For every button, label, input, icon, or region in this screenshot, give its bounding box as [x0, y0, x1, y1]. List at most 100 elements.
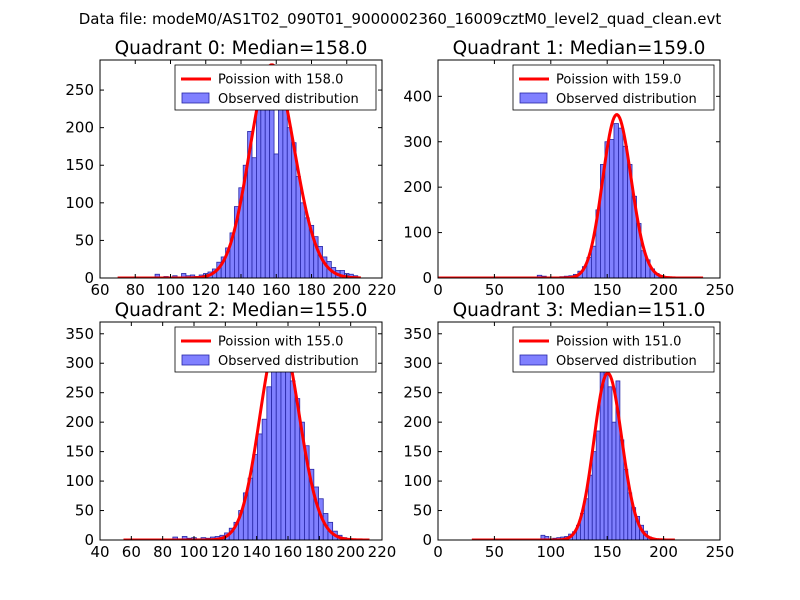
y-tick-label: 250: [65, 384, 94, 402]
histogram-bar: [300, 202, 306, 278]
legend-hist-label: Observed distribution: [556, 92, 697, 107]
legend: Poission with 151.0 Observed distribution: [512, 326, 715, 373]
histogram-bar: [289, 380, 296, 540]
y-tick-label: 150: [403, 443, 432, 461]
x-tick-label: 60: [90, 281, 109, 299]
y-tick-label: 350: [403, 325, 432, 343]
legend-curve-label: Poission with 159.0: [556, 73, 681, 88]
x-tick-label: 160: [274, 543, 303, 561]
axes-frame: [437, 321, 721, 541]
x-tick-label: 150: [593, 281, 622, 299]
y-tick-label: 350: [65, 325, 94, 343]
y-tick-label: 300: [403, 354, 432, 372]
y-tick-label: 150: [65, 156, 94, 174]
histogram-bar: [266, 386, 272, 540]
chart-title: Quadrant 0: Median=158.0: [115, 38, 368, 59]
y-tick-label: 50: [75, 231, 94, 249]
chart-quadrant-3: 0 50 100 150 200 250 0 50 100 150 200 250 300 350 Quad…: [403, 300, 734, 561]
y-tick-label: 50: [413, 502, 432, 520]
histogram-bar: [264, 97, 271, 278]
y-tick-label: 250: [65, 81, 94, 99]
histogram-bar: [256, 89, 262, 278]
histogram-bar: [154, 273, 160, 278]
figure-suptitle: Data file: modeM0/AS1T02_090T01_90000023…: [79, 10, 722, 29]
legend-hist-label: Observed distribution: [556, 354, 697, 369]
histogram-bar: [295, 176, 301, 278]
x-tick-label: 140: [242, 543, 271, 561]
legend-curve-label: Poission with 158.0: [218, 73, 343, 88]
y-tick-label: 150: [65, 443, 94, 461]
legend-hist-swatch: [181, 92, 210, 104]
x-tick-label: 180: [305, 543, 334, 561]
histogram-bar: [622, 145, 628, 278]
x-tick-label: 140: [227, 281, 256, 299]
x-tick-label: 120: [191, 281, 220, 299]
legend-hist-label: Observed distribution: [218, 354, 359, 369]
histogram-bar: [278, 108, 284, 278]
chart-title: Quadrant 3: Median=151.0: [453, 300, 706, 321]
x-tick-label: 0: [433, 543, 443, 561]
x-tick-label: 100: [180, 543, 209, 561]
x-tick-label: 200: [649, 281, 678, 299]
legend-hist-label: Observed distribution: [218, 92, 359, 107]
x-tick-label: 180: [297, 281, 326, 299]
histogram-bar: [257, 433, 263, 540]
x-tick-label: 50: [485, 543, 504, 561]
chart-title: Quadrant 1: Median=159.0: [453, 38, 706, 59]
legend-curve-label: Poission with 155.0: [218, 335, 343, 350]
x-tick-label: 200: [649, 543, 678, 561]
poisson-curve: [123, 331, 370, 540]
y-tick-label: 300: [403, 133, 432, 151]
x-tick-label: 0: [433, 281, 443, 299]
poisson-curve: [117, 63, 361, 278]
y-tick-label: 200: [403, 178, 432, 196]
histogram-bar: [607, 386, 613, 540]
poisson-curve: [438, 113, 704, 278]
x-tick-label: 100: [156, 281, 185, 299]
x-tick-label: 200: [336, 543, 365, 561]
x-tick-label: 250: [706, 281, 735, 299]
legend: Poission with 159.0 Observed distribution: [512, 64, 715, 111]
histogram-bar: [595, 430, 601, 540]
x-tick-label: 120: [211, 543, 240, 561]
x-tick-label: 40: [90, 543, 109, 561]
chart-quadrant-1: 0 50 100 150 200 250 0 100 200 300 400 Quadrant 1: …: [403, 38, 734, 299]
y-tick-label: 250: [403, 384, 432, 402]
histogram-bar: [285, 362, 291, 540]
x-tick-label: 200: [332, 281, 361, 299]
y-tick-label: 400: [403, 87, 432, 105]
x-tick-label: 80: [153, 543, 172, 561]
x-tick-label: 160: [262, 281, 291, 299]
chart-quadrant-2: 40 60 80 100 120 140 160 180 200 2200501001502002…: [65, 300, 396, 561]
x-tick-label: 220: [368, 281, 397, 299]
y-tick-label: 300: [65, 354, 94, 372]
histogram-bar: [273, 153, 279, 278]
histogram-bar: [280, 345, 287, 540]
histogram-bar: [271, 362, 277, 540]
y-tick-label: 50: [75, 502, 94, 520]
y-tick-label: 200: [65, 119, 94, 137]
chart-title: Quadrant 2: Median=155.0: [115, 300, 368, 321]
x-tick-label: 60: [122, 543, 141, 561]
histogram-bar: [609, 139, 615, 278]
poisson-curve: [471, 371, 676, 540]
legend-hist-swatch: [181, 354, 210, 366]
x-tick-label: 100: [536, 281, 565, 299]
legend: Poission with 155.0 Observed distribution: [174, 326, 377, 373]
histogram-bar: [613, 123, 619, 278]
x-tick-label: 220: [368, 543, 397, 561]
histogram-bar: [251, 157, 257, 278]
y-tick-label: 100: [403, 224, 432, 242]
x-tick-label: 250: [706, 543, 735, 561]
chart-quadrant-0: 60 80 100 120 140 160 180 200 220 0 50 100 150 200 250…: [65, 38, 396, 299]
histogram-bar: [261, 418, 268, 540]
histogram-bar: [618, 127, 624, 278]
axes-frame: [99, 321, 383, 541]
legend-curve-label: Poission with 151.0: [556, 335, 681, 350]
x-tick-label: 80: [126, 281, 145, 299]
x-tick-label: 50: [485, 281, 504, 299]
axes-frame: [437, 59, 721, 279]
legend-hist-swatch: [519, 92, 548, 104]
y-tick-label: 0: [422, 269, 432, 287]
